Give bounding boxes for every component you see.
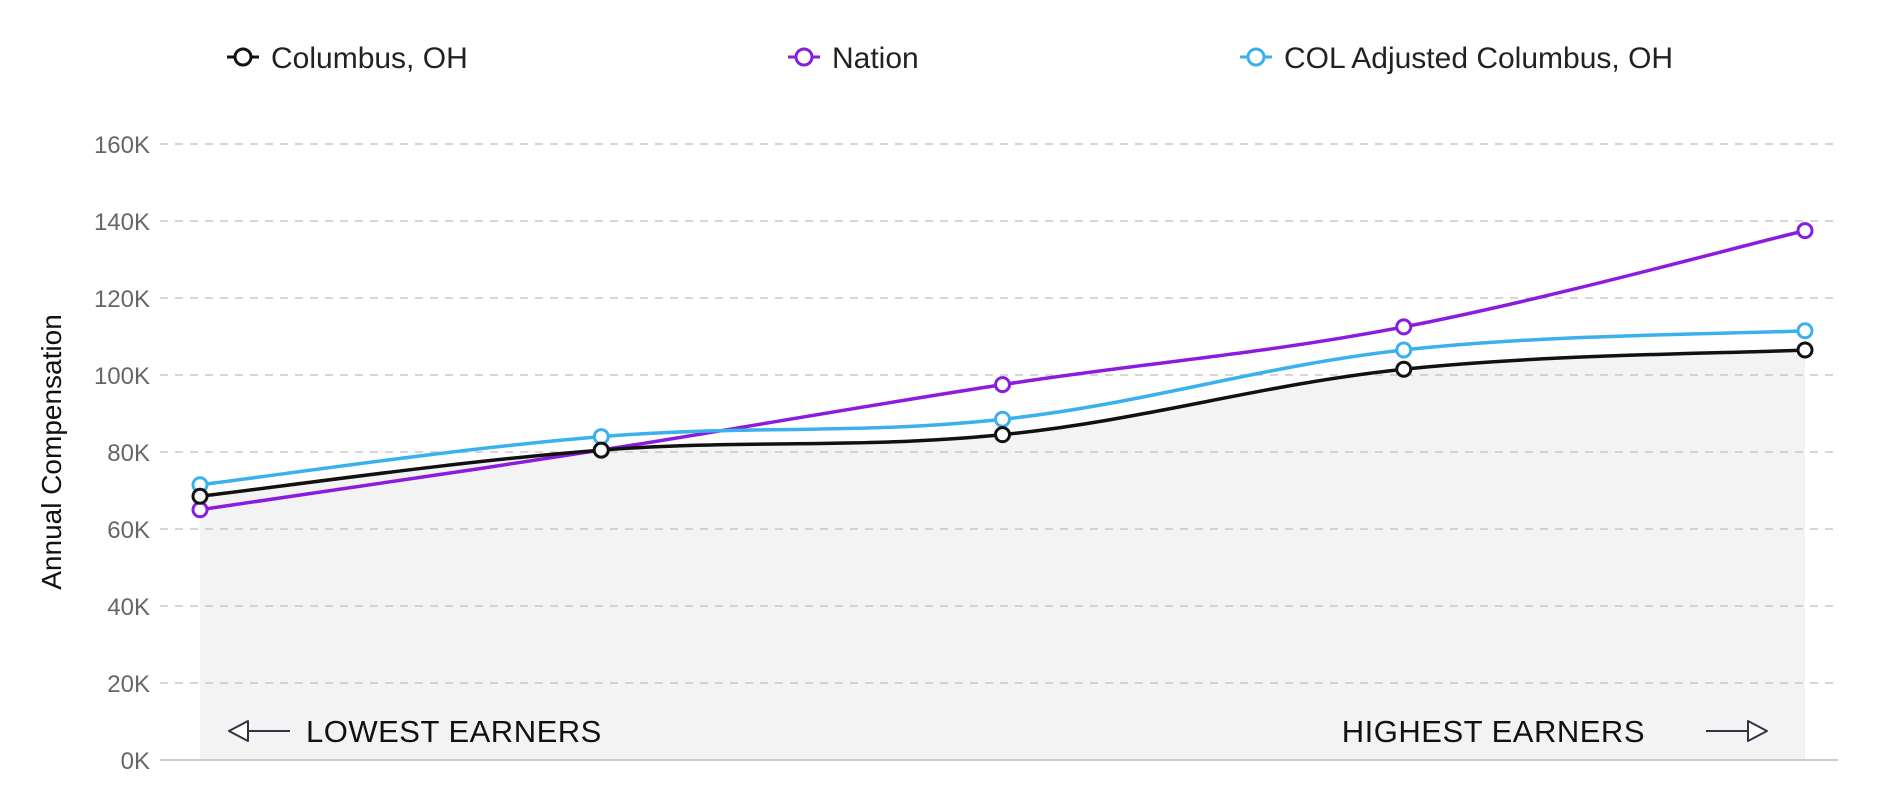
data-point — [191, 501, 209, 519]
data-point — [1395, 341, 1413, 359]
arrow-head — [228, 720, 249, 742]
y-tick-label: 160K — [94, 132, 150, 159]
y-tick-label: 20K — [107, 671, 150, 698]
legend-label: COL Adjusted Columbus, OH — [1284, 42, 1673, 75]
data-point — [1796, 322, 1814, 340]
legend-label: Columbus, OH — [271, 42, 468, 75]
legend-label: Nation — [832, 42, 919, 75]
series-col-adjusted-columbus-oh — [191, 322, 1814, 494]
left-arrow-icon — [228, 720, 290, 742]
data-point — [191, 487, 209, 505]
data-point — [592, 428, 610, 446]
arrow-head — [1747, 720, 1768, 742]
data-point — [1395, 318, 1413, 336]
legend: Columbus, OH Nation COL Adjusted Columbus,… — [227, 42, 1673, 75]
series-columbus-oh — [191, 341, 1814, 505]
legend-swatch-marker — [233, 47, 253, 67]
data-point — [994, 410, 1011, 428]
legend-swatch-marker — [1246, 47, 1266, 67]
data-point — [1796, 341, 1814, 359]
y-tick-label: 80K — [107, 440, 150, 467]
right-arrow-icon — [1706, 720, 1768, 742]
data-point — [592, 441, 610, 459]
earner-annotations: LOWEST EARNERS HIGHEST EARNERS — [228, 714, 1768, 749]
y-tick-label: 0K — [121, 748, 150, 775]
highest-earners-label: HIGHEST EARNERS — [1342, 714, 1645, 749]
legend-item: Columbus, OH — [227, 42, 468, 75]
lowest-earners-label: LOWEST EARNERS — [306, 714, 602, 749]
gridlines — [160, 143, 1838, 684]
data-point — [994, 376, 1011, 394]
data-point — [994, 426, 1011, 444]
y-tick-labels: 0K 20K 40K 60K 80K 100K 120K 140K 160K — [94, 132, 150, 775]
legend-item: COL Adjusted Columbus, OH — [1240, 42, 1673, 75]
data-point — [1395, 360, 1413, 378]
y-tick-label: 60K — [107, 517, 150, 544]
y-tick-label: 140K — [94, 209, 150, 236]
legend-swatch-marker — [794, 47, 814, 67]
y-tick-label: 120K — [94, 286, 150, 313]
y-tick-label: 100K — [94, 363, 150, 390]
data-point — [1796, 222, 1814, 240]
legend-item: Nation — [788, 42, 919, 75]
y-tick-label: 40K — [107, 594, 150, 621]
y-axis-label: Annual Compensation — [36, 314, 67, 590]
